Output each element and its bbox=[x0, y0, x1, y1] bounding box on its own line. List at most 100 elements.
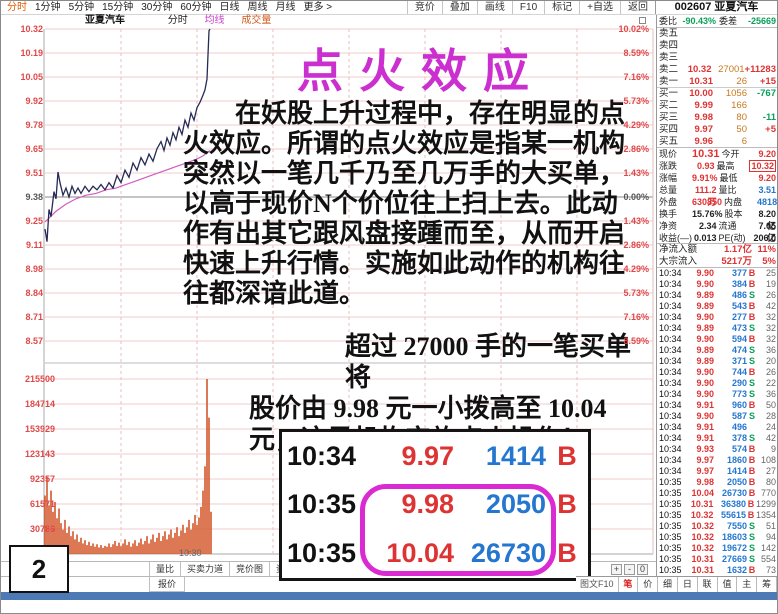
tick-price: 9.97 bbox=[696, 466, 714, 476]
queue-price: 9.97 bbox=[694, 124, 714, 135]
tick-row: 10:34 9.90 594 B 32 bbox=[657, 334, 777, 345]
toolbar-button[interactable]: +自选 bbox=[579, 1, 620, 14]
inset-time: 10:35 bbox=[287, 537, 357, 568]
queue-label: 买三 bbox=[659, 112, 679, 123]
toolbar-button[interactable]: F10 bbox=[511, 1, 544, 14]
price-axis-label: 9.51 bbox=[25, 168, 43, 178]
period-tab[interactable]: 60分钟 bbox=[180, 2, 212, 13]
tick-volume: 378 bbox=[731, 433, 747, 443]
period-tab[interactable]: 周线 bbox=[247, 2, 268, 13]
toolbar-button[interactable]: 竞价 bbox=[406, 1, 442, 14]
tick-time: 10:34 bbox=[659, 466, 682, 476]
flow-row: 净流入额 1.17亿 11% bbox=[657, 244, 777, 256]
weibi-value: -90.43% bbox=[682, 16, 716, 26]
info-label: 涨跌 bbox=[659, 161, 678, 171]
inset-price: 9.98 bbox=[401, 489, 454, 520]
tick-time: 10:34 bbox=[659, 301, 682, 311]
tick-volume: 26730 bbox=[721, 488, 747, 498]
info-value: 0.013 bbox=[693, 233, 717, 243]
chart-tab[interactable]: 量比 bbox=[149, 562, 182, 576]
tick-time: 10:34 bbox=[659, 389, 682, 399]
tick-flag: S bbox=[748, 411, 755, 421]
tick-time: 10:35 bbox=[659, 554, 682, 564]
toolbar-button[interactable]: 画线 bbox=[476, 1, 512, 14]
bottom-right-bar: 图文F10 笔价细日联值主筹 bbox=[576, 576, 777, 592]
ma-line-label[interactable]: 均线 bbox=[204, 15, 225, 26]
tick-row: 10:35 10.04 26730 B 770 bbox=[657, 488, 777, 499]
tick-volume: 277 bbox=[731, 312, 747, 322]
panel-tab-联[interactable]: 联 bbox=[698, 577, 718, 592]
chart-mode-label[interactable]: 分时 bbox=[167, 15, 188, 26]
period-tab[interactable]: 15分钟 bbox=[102, 2, 134, 13]
period-tab[interactable]: 月线 bbox=[275, 2, 296, 13]
chart-header: 亚夏汽车 分时 均线 成交量 bbox=[1, 15, 656, 27]
panel-tab-细[interactable]: 细 bbox=[658, 577, 678, 592]
queue-price: 9.96 bbox=[694, 136, 714, 147]
volume-label[interactable]: 成交量 bbox=[241, 15, 272, 26]
period-tab[interactable]: 日线 bbox=[219, 2, 240, 13]
inset-price: 10.04 bbox=[386, 537, 454, 568]
tick-time: 10:34 bbox=[659, 334, 682, 344]
flow-percent: 11% bbox=[757, 244, 777, 255]
tick-price: 9.90 bbox=[696, 389, 714, 399]
queue-label: 卖一 bbox=[659, 76, 679, 87]
tick-flag: B bbox=[748, 268, 756, 278]
queue-row: 卖四 bbox=[657, 40, 777, 52]
order-queue: 卖五 卖四 卖三 卖二 10.32 27001 +11283 卖一 10.31 26 +15 买一 10… bbox=[657, 28, 777, 148]
period-tab[interactable]: 1分钟 bbox=[35, 2, 61, 13]
inset-flag: B bbox=[557, 537, 577, 568]
stock-title: 002607 亚夏汽车 bbox=[655, 1, 777, 14]
volume-axis-label: 61571 bbox=[29, 499, 55, 509]
tick-time: 10:34 bbox=[659, 433, 682, 443]
highlight-circle bbox=[360, 484, 556, 576]
stock-name: 亚夏汽车 bbox=[714, 1, 759, 13]
tick-flag: B bbox=[748, 455, 756, 465]
period-tab[interactable]: 分时 bbox=[7, 2, 27, 13]
panel-tab-值[interactable]: 值 bbox=[718, 577, 738, 592]
percent-axis-label: 2.86% bbox=[623, 240, 649, 250]
bottom-strip bbox=[1, 592, 777, 600]
maximize-icon[interactable] bbox=[639, 17, 646, 24]
chart-zoom-button[interactable]: - bbox=[624, 564, 635, 575]
info-value: 15.76% bbox=[692, 209, 723, 219]
price-axis-label: 10.32 bbox=[20, 24, 43, 34]
panel-tab-筹[interactable]: 筹 bbox=[757, 577, 777, 592]
tick-time: 10:34 bbox=[659, 444, 682, 454]
tick-price: 9.89 bbox=[696, 345, 714, 355]
tab-baojia[interactable]: 报价 bbox=[149, 577, 186, 592]
tick-count: 142 bbox=[760, 543, 776, 553]
toolbar-button[interactable]: 返回 bbox=[620, 1, 655, 14]
tick-flag: B bbox=[748, 301, 756, 311]
chart-zoom-button[interactable]: 0 bbox=[637, 564, 648, 575]
tick-volume: 496 bbox=[731, 422, 747, 432]
tick-row: 10:35 10.31 1632 B 73 bbox=[657, 565, 777, 576]
chart-tab[interactable]: 竞价图 bbox=[230, 562, 271, 576]
price-axis-label: 10.19 bbox=[20, 48, 43, 58]
period-tab[interactable]: 更多 > bbox=[303, 2, 333, 13]
toolbar-button[interactable]: 标记 bbox=[544, 1, 579, 14]
queue-label: 买五 bbox=[659, 136, 679, 147]
tick-volume: 36380 bbox=[721, 499, 747, 509]
chart-zoom-button[interactable]: + bbox=[611, 564, 622, 575]
tab-tuwen-f10[interactable]: 图文F10 bbox=[576, 577, 619, 592]
info-row: 涨幅 9.91% 最低 9.20 bbox=[657, 172, 777, 184]
info-label: 最低 bbox=[719, 173, 738, 183]
period-tab[interactable]: 30分钟 bbox=[141, 2, 173, 13]
tick-count: 24 bbox=[765, 422, 776, 432]
queue-volume: 6 bbox=[741, 136, 747, 147]
tick-flag: S bbox=[748, 378, 755, 388]
info-row: 净资 2.34 流通 7.05亿 bbox=[657, 220, 777, 243]
toolbar-button[interactable]: 叠加 bbox=[441, 1, 477, 14]
tick-list[interactable]: 10:34 9.90 377 B 25 10:34 9.90 384 B 19 10:34 9.89 4… bbox=[657, 268, 777, 576]
tick-price: 9.91 bbox=[696, 400, 714, 410]
info-value: 10.32 bbox=[749, 160, 776, 172]
panel-tab-价[interactable]: 价 bbox=[638, 577, 659, 592]
flow-percent: 5% bbox=[762, 256, 776, 267]
chart-tab[interactable]: 买卖力道 bbox=[181, 562, 231, 576]
period-tab[interactable]: 5分钟 bbox=[68, 2, 95, 13]
panel-tab-主[interactable]: 主 bbox=[737, 577, 758, 592]
queue-row: 买五 9.96 6 bbox=[657, 136, 777, 148]
panel-tab-笔[interactable]: 笔 bbox=[619, 577, 639, 592]
panel-tab-日[interactable]: 日 bbox=[678, 577, 698, 592]
